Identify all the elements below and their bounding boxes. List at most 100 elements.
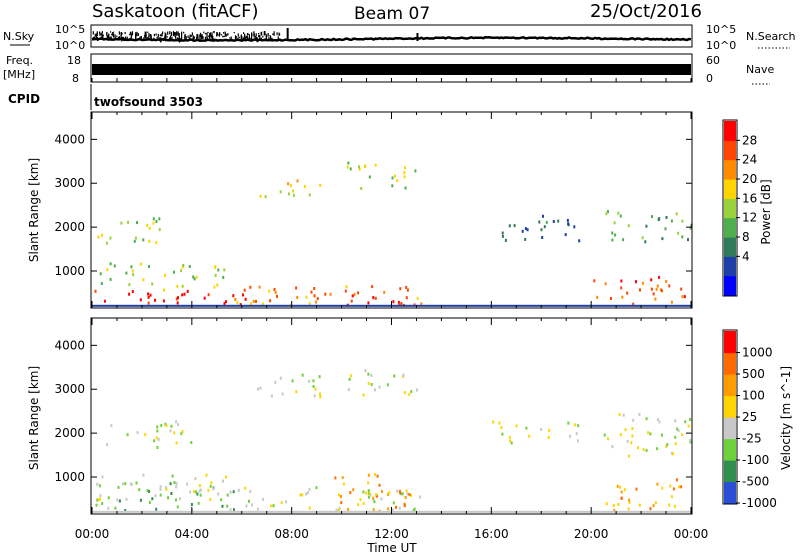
nsky-noise-mark: [169, 32, 171, 35]
velocity-cell-r6: [370, 383, 373, 386]
nsky-noise-mark: [129, 31, 131, 35]
power-cell-r7: [538, 220, 541, 224]
nsky-noise-mark: [203, 31, 205, 34]
velocity-cell-r2: [315, 486, 318, 490]
velocity-cell-r6: [403, 391, 406, 395]
velocity-cell-r2: [380, 497, 383, 501]
power-colorbar-swatch: [724, 237, 736, 257]
nsearch-tick-top: 10^5: [706, 23, 736, 36]
power-cell-r4: [97, 235, 100, 239]
velocity-cell-r9: [637, 446, 640, 450]
nsky-noise-mark: [169, 31, 171, 33]
velocity-cell-r0: [95, 503, 98, 507]
nsky-noise-mark: [130, 35, 132, 39]
power-cell-r1: [148, 265, 150, 268]
velocity-cell-r1: [167, 496, 170, 500]
nsky-noise-mark: [113, 31, 115, 33]
nsky-noise-mark: [102, 34, 104, 39]
velocity-cell-r4: [180, 432, 183, 436]
power-cell-r6: [368, 175, 371, 179]
velocity-cell-r2: [367, 489, 370, 493]
velocity-cell-r3: [378, 483, 381, 487]
power-cell-r1: [163, 288, 165, 292]
velocity-cell-r3: [359, 498, 362, 502]
velocity-cell-r0: [196, 492, 199, 496]
power-cell-r1: [139, 262, 142, 266]
velocity-cell-r8: [605, 502, 608, 506]
velocity-colorbar-swatch: [724, 374, 736, 397]
x-tick-label: 20:00: [574, 527, 609, 541]
power-cell-r0: [244, 297, 247, 301]
nsky-noise-mark: [258, 33, 260, 35]
velocity-cell-r6: [416, 388, 418, 392]
velocity-cell-r3: [375, 492, 378, 496]
velocity-colorbar-swatch: [724, 438, 736, 461]
velocity-cell-r3: [362, 502, 365, 505]
nsky-noise-mark: [101, 32, 103, 37]
velocity-cell-r4: [175, 420, 178, 424]
velocity-cell-r5: [313, 394, 316, 398]
power-cell-r8: [632, 302, 635, 306]
velocity-cell-r0: [170, 492, 173, 495]
power-cell-r0: [154, 298, 156, 302]
power-cell-r1: [214, 265, 217, 269]
power-cell-r9: [670, 219, 673, 223]
velocity-cell-r9: [603, 433, 606, 437]
velocity-cell-r2: [396, 489, 399, 493]
power-cell-r0: [183, 292, 186, 296]
power-cell-r7: [524, 237, 527, 241]
power-cell-r5: [293, 193, 295, 197]
nsky-noise-mark: [234, 35, 237, 40]
power-cell-r9: [689, 226, 692, 230]
velocity-cell-r1: [125, 497, 128, 501]
nsky-noise-mark: [158, 37, 160, 40]
velocity-cell-r4: [156, 425, 159, 429]
velocity-colorbar-label: Velocity [m s^-1]: [779, 366, 793, 470]
velocity-cell-r2: [398, 506, 401, 510]
power-cell-r1: [223, 268, 226, 272]
nsky-noise-mark: [172, 31, 174, 36]
velocity-cell-r1: [173, 481, 176, 485]
nsky-noise-mark: [192, 35, 194, 39]
power-cell-r4: [100, 233, 103, 237]
nsky-noise-mark: [175, 33, 177, 35]
nsky-noise-mark: [238, 36, 240, 39]
velocity-cell-r1: [165, 488, 168, 491]
velocity-ylabel: Slant Range [km]: [27, 366, 41, 470]
velocity-cell-r3: [334, 476, 337, 480]
velocity-cell-r5: [256, 387, 259, 391]
velocity-cell-r5: [319, 392, 321, 396]
power-cell-r7: [578, 239, 581, 243]
nsky-tick-bottom: 10^0: [55, 39, 85, 52]
power-cell-r3: [316, 297, 319, 301]
velocity-cell-r6: [349, 374, 352, 378]
velocity-cell-r1: [205, 473, 208, 477]
power-cell-r3: [350, 299, 353, 303]
velocity-cell-r9: [624, 428, 627, 432]
velocity-cell-r9: [628, 454, 630, 458]
nsky-noise-mark: [170, 37, 172, 41]
nsky-noise-mark: [143, 37, 145, 42]
power-cell-r7: [501, 231, 504, 235]
nsky-noise-mark: [131, 32, 133, 37]
power-cell-r7: [513, 224, 516, 228]
velocity-cell-r3: [367, 481, 370, 485]
power-cell-r7: [540, 228, 543, 232]
power-cell-r0: [147, 292, 150, 296]
nsky-noise-mark: [222, 35, 224, 38]
nave-tick-top: 60: [706, 54, 720, 67]
velocity-cell-r9: [687, 424, 690, 428]
power-cell-r1: [99, 272, 102, 276]
nsky-noise-mark: [192, 37, 194, 42]
power-cell-r2: [374, 296, 377, 300]
power-cell-r5: [303, 185, 306, 188]
velocity-cell-r6: [393, 374, 396, 378]
power-cell-r1: [164, 273, 166, 277]
nsky-noise-mark: [147, 31, 149, 33]
velocity-cell-r2: [368, 495, 370, 499]
velocity-cell-r0: [226, 504, 229, 508]
velocity-colorbar-tick-label: -1000: [742, 496, 777, 510]
power-cell-r4: [146, 224, 149, 227]
nsky-noise-mark: [135, 32, 137, 37]
power-cell-r8: [681, 295, 684, 299]
